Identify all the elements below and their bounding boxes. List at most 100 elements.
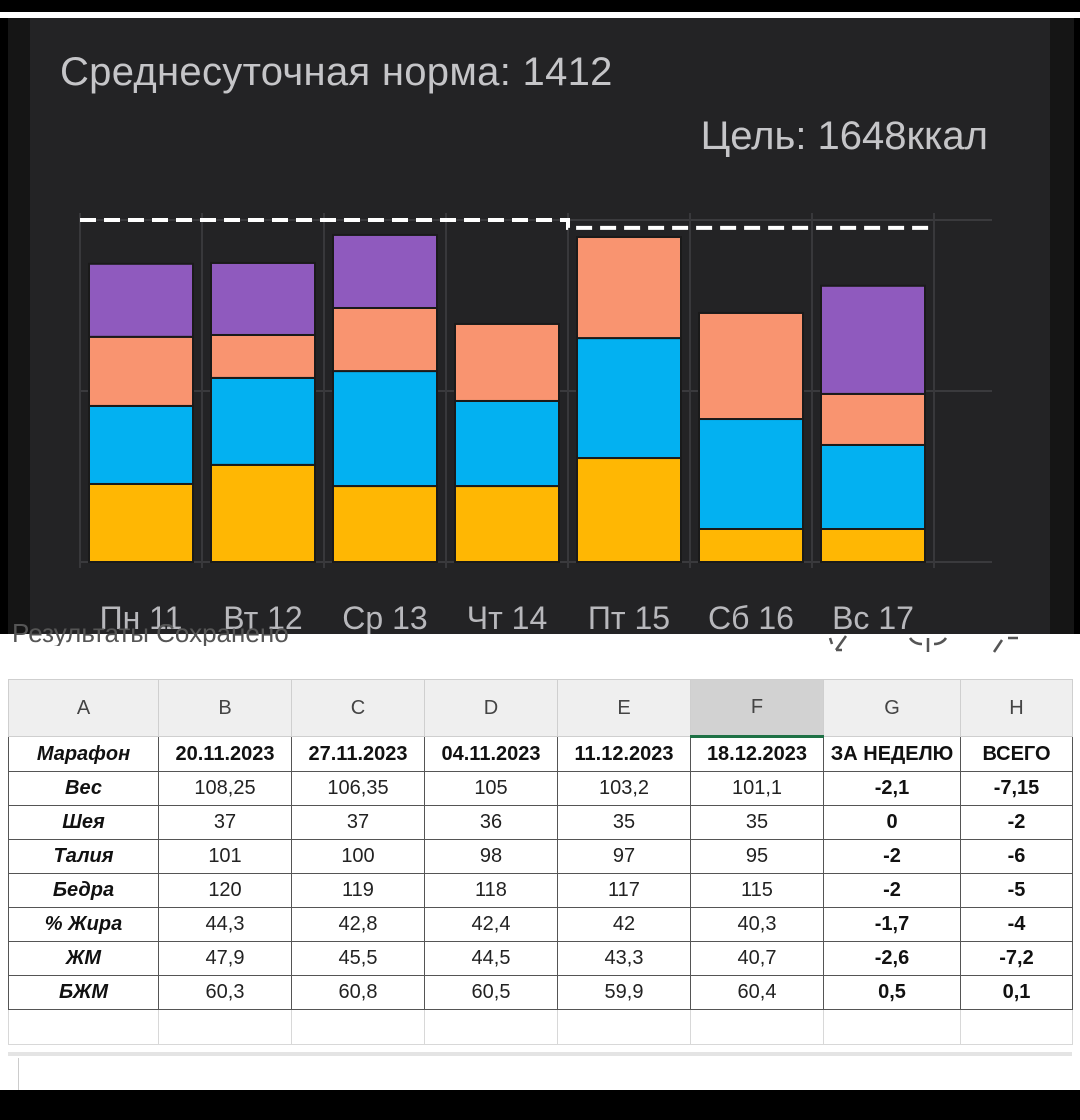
data-cell[interactable]: 98: [424, 839, 558, 874]
data-cell[interactable]: 108,25: [158, 771, 292, 806]
bar-segment: [88, 262, 194, 338]
data-cell[interactable]: -2: [823, 839, 961, 874]
bar-segment: [820, 443, 926, 531]
data-cell[interactable]: 43,3: [557, 941, 691, 976]
empty-cell[interactable]: [557, 1009, 691, 1045]
bar-segment: [576, 457, 682, 563]
column-header-g[interactable]: G: [823, 679, 961, 737]
data-cell[interactable]: 100: [291, 839, 425, 874]
column-header-a[interactable]: A: [8, 679, 159, 737]
data-cell[interactable]: 44,5: [424, 941, 558, 976]
data-cell[interactable]: 117: [557, 873, 691, 908]
data-cell[interactable]: 44,3: [158, 907, 292, 942]
data-cell[interactable]: 35: [557, 805, 691, 840]
x-axis-label: Сб 16: [708, 600, 794, 636]
data-cell[interactable]: 106,35: [291, 771, 425, 806]
data-cell[interactable]: 103,2: [557, 771, 691, 806]
data-cell[interactable]: 40,7: [690, 941, 824, 976]
data-cell[interactable]: -4: [960, 907, 1073, 942]
column-header-f[interactable]: F: [690, 679, 824, 738]
column-header-c[interactable]: C: [291, 679, 425, 737]
data-cell[interactable]: 118: [424, 873, 558, 908]
data-cell[interactable]: 101,1: [690, 771, 824, 806]
empty-cell[interactable]: [823, 1009, 961, 1045]
chart-goal-label: Цель: 1648ккал: [700, 114, 988, 158]
data-cell[interactable]: 115: [690, 873, 824, 908]
data-cell[interactable]: 60,3: [158, 975, 292, 1010]
function-icon[interactable]: [992, 634, 1022, 654]
data-cell[interactable]: 35: [690, 805, 824, 840]
data-cell[interactable]: -1,7: [823, 907, 961, 942]
empty-cell[interactable]: [158, 1009, 292, 1045]
data-cell[interactable]: -6: [960, 839, 1073, 874]
data-cell[interactable]: -5: [960, 873, 1073, 908]
bar-segment: [576, 337, 682, 460]
data-cell[interactable]: 60,8: [291, 975, 425, 1010]
data-cell[interactable]: 45,5: [291, 941, 425, 976]
data-cell[interactable]: 105: [424, 771, 558, 806]
bar-segment: [820, 392, 926, 446]
data-cell[interactable]: 120: [158, 873, 292, 908]
column-header-e[interactable]: E: [557, 679, 691, 737]
empty-cell[interactable]: [424, 1009, 558, 1045]
data-cell[interactable]: -2,6: [823, 941, 961, 976]
column-header-b[interactable]: B: [158, 679, 292, 737]
empty-cell[interactable]: [8, 1009, 159, 1045]
row-label-cell[interactable]: Талия: [8, 839, 159, 874]
bar-segment: [454, 322, 560, 402]
data-cell[interactable]: 42,4: [424, 907, 558, 942]
row-label-cell[interactable]: Бедра: [8, 873, 159, 908]
pen-icon[interactable]: [826, 634, 852, 654]
bar-segment: [210, 333, 316, 379]
data-cell[interactable]: -7,2: [960, 941, 1073, 976]
row-label-cell[interactable]: Вес: [8, 771, 159, 806]
header-cell[interactable]: ЗА НЕДЕЛЮ: [823, 736, 961, 772]
data-cell[interactable]: 60,4: [690, 975, 824, 1010]
column-header-d[interactable]: D: [424, 679, 558, 737]
data-cell[interactable]: 95: [690, 839, 824, 874]
header-cell[interactable]: 11.12.2023: [557, 736, 691, 772]
data-cell[interactable]: -2,1: [823, 771, 961, 806]
row-label-cell[interactable]: Шея: [8, 805, 159, 840]
header-cell[interactable]: 04.11.2023: [424, 736, 558, 772]
bottom-black-strip: [0, 1090, 1080, 1120]
data-cell[interactable]: -7,15: [960, 771, 1073, 806]
data-cell[interactable]: 101: [158, 839, 292, 874]
data-cell[interactable]: 60,5: [424, 975, 558, 1010]
bar-segment: [332, 306, 438, 373]
data-cell[interactable]: 0,5: [823, 975, 961, 1010]
bar-segment: [332, 485, 438, 563]
row-label-cell[interactable]: ЖМ: [8, 941, 159, 976]
data-cell[interactable]: -2: [823, 873, 961, 908]
column-header-h[interactable]: H: [960, 679, 1073, 737]
row-label-cell[interactable]: БЖМ: [8, 975, 159, 1010]
status-text: Результаты Сохранено: [12, 624, 289, 646]
row-label-cell[interactable]: % Жира: [8, 907, 159, 942]
header-cell[interactable]: 20.11.2023: [158, 736, 292, 772]
data-cell[interactable]: -2: [960, 805, 1073, 840]
data-cell[interactable]: 42,8: [291, 907, 425, 942]
split-icon[interactable]: [908, 634, 948, 654]
data-cell[interactable]: 119: [291, 873, 425, 908]
header-cell[interactable]: 27.11.2023: [291, 736, 425, 772]
data-cell[interactable]: 59,9: [557, 975, 691, 1010]
bar-segment: [820, 284, 926, 395]
empty-cell[interactable]: [291, 1009, 425, 1045]
data-cell[interactable]: 40,3: [690, 907, 824, 942]
data-cell[interactable]: 97: [557, 839, 691, 874]
bar-segment: [454, 485, 560, 563]
data-cell[interactable]: 47,9: [158, 941, 292, 976]
header-cell[interactable]: ВСЕГО: [960, 736, 1073, 772]
data-cell[interactable]: 0,1: [960, 975, 1073, 1010]
empty-cell[interactable]: [690, 1009, 824, 1045]
data-cell[interactable]: 0: [823, 805, 961, 840]
data-cell[interactable]: 37: [291, 805, 425, 840]
header-cell[interactable]: 18.12.2023: [690, 736, 824, 772]
header-cell[interactable]: Марафон: [8, 736, 159, 772]
bar-segment: [210, 261, 316, 336]
data-cell[interactable]: 42: [557, 907, 691, 942]
data-cell[interactable]: 37: [158, 805, 292, 840]
empty-cell[interactable]: [960, 1009, 1073, 1045]
bar-segment: [454, 399, 560, 488]
data-cell[interactable]: 36: [424, 805, 558, 840]
